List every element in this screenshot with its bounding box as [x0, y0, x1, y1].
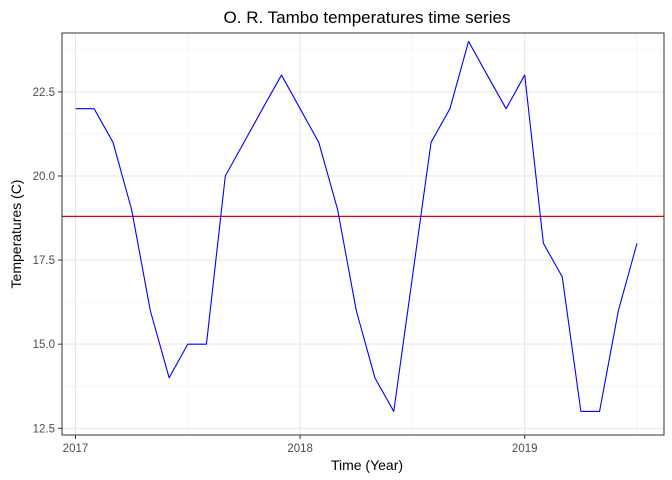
x-tick-label: 2018 — [287, 443, 313, 455]
grid-major — [62, 33, 664, 435]
y-tick-label: 22.5 — [33, 87, 55, 99]
y-tick-label: 15.0 — [33, 339, 55, 351]
y-axis-title: Temperatures (C) — [8, 180, 24, 289]
series-layer — [75, 40, 638, 413]
y-axis-ticks: 12.5 15.0 17.5 20.0 22.5 — [33, 87, 62, 435]
series-line — [75, 40, 638, 413]
chart-title: O. R. Tambo temperatures time series — [224, 8, 511, 27]
plot-panel-border — [61, 32, 665, 436]
y-tick-label: 17.5 — [33, 255, 55, 267]
x-tick-label: 2017 — [63, 443, 89, 455]
x-axis-title: Time (Year) — [331, 457, 403, 473]
grid-minor — [62, 33, 664, 435]
y-tick-label: 12.5 — [33, 423, 55, 435]
x-tick-label: 2019 — [512, 443, 538, 455]
y-tick-label: 20.0 — [33, 171, 55, 183]
x-axis-ticks: 2017 2018 2019 — [63, 435, 538, 455]
